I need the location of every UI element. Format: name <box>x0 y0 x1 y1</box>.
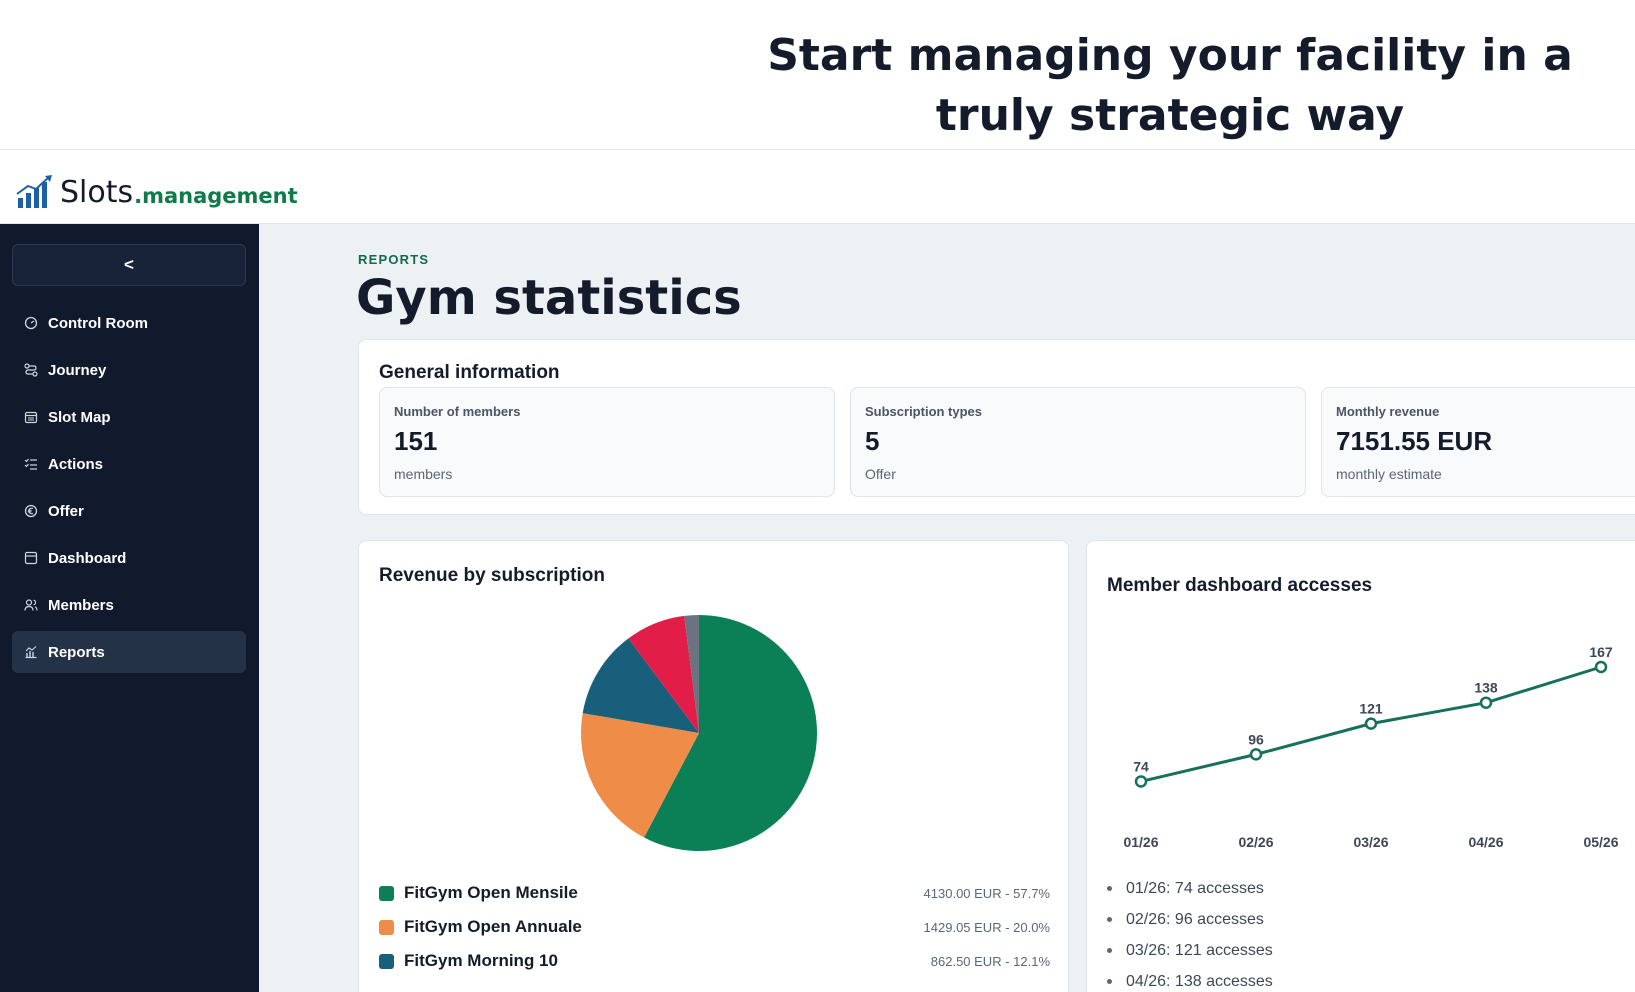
general-information-title: General information <box>379 362 560 383</box>
euro-icon <box>24 504 38 518</box>
legend-item: FitGym Open Mensile 4130.00 EUR - 57.7% <box>379 881 1050 905</box>
stat-label: Number of members <box>394 404 521 419</box>
legend-item: FitGym Open Annuale 1429.05 EUR - 20.0% <box>379 915 1050 939</box>
stat-label: Subscription types <box>865 404 983 419</box>
pie-slice[interactable] <box>582 638 699 733</box>
sidebar-item-reports[interactable]: Reports <box>12 631 246 673</box>
data-point[interactable] <box>1479 696 1493 709</box>
accesses-list: 01/26: 74 accesses 02/26: 96 accesses 03/2… <box>1107 873 1273 992</box>
data-point[interactable] <box>1249 748 1263 761</box>
page-eyebrow: REPORTS <box>358 252 430 267</box>
data-point[interactable] <box>1134 775 1148 788</box>
legend-swatch <box>379 885 394 901</box>
stat-value: 151 <box>394 426 438 456</box>
sidebar-item-label: Control Room <box>48 314 148 332</box>
sidebar-item-label: Members <box>48 596 114 614</box>
revenue-chart-title: Revenue by subscription <box>379 565 605 586</box>
users-icon <box>24 598 38 612</box>
x-tick-label: 01/26 <box>1123 834 1158 850</box>
sidebar-item-offer[interactable]: Offer <box>12 490 246 532</box>
stat-sub: Offer <box>865 466 896 482</box>
x-tick-label: 02/26 <box>1238 834 1273 850</box>
stat-card-members: Number of members 151 members <box>379 387 835 497</box>
sidebar-item-slot-map[interactable]: Slot Map <box>12 396 246 438</box>
route-icon <box>24 363 38 377</box>
legend-value: 4130.00 EUR - 57.7% <box>923 885 1050 901</box>
legend-name: FitGym Morning 10 <box>404 951 558 970</box>
legend-name: FitGym Open Mensile <box>404 883 578 902</box>
sidebar-item-members[interactable]: Members <box>12 584 246 626</box>
sidebar-item-label: Offer <box>48 502 84 520</box>
data-label: 96 <box>1248 731 1264 747</box>
x-tick-label: 04/26 <box>1468 834 1503 850</box>
hero-title: Start managing your facility in a truly … <box>767 30 1573 141</box>
legend-name: FitGym Open Annuale <box>404 917 582 936</box>
legend-swatch <box>379 919 394 935</box>
list-item: 01/26: 74 accesses <box>1107 873 1273 904</box>
top-bar: Slots .management <box>0 150 1635 224</box>
bar-chart-logo-icon <box>16 175 52 208</box>
pie-slice[interactable] <box>581 713 699 838</box>
accesses-line-chart: 74 01/26 96 02/26 121 03/26 138 04/26 167 05/26 <box>1123 644 1618 850</box>
stat-card-subscription-types: Subscription types 5 Offer <box>850 387 1306 497</box>
sidebar-item-journey[interactable]: Journey <box>12 349 246 391</box>
pie-slice[interactable] <box>628 615 699 733</box>
pie-slice[interactable] <box>644 615 817 851</box>
brand-suffix: .management <box>134 184 298 208</box>
data-label: 167 <box>1589 644 1613 660</box>
list-item: 02/26: 96 accesses <box>1107 904 1273 935</box>
revenue-by-subscription-card: Revenue by subscription FitGym Open Mens… <box>358 540 1069 992</box>
stat-label: Monthly revenue <box>1336 404 1440 419</box>
data-point[interactable] <box>1364 717 1378 730</box>
sidebar-item-label: Actions <box>48 455 104 473</box>
member-dashboard-accesses-card: Member dashboard accesses 74 01/26 96 02/26… <box>1086 540 1635 992</box>
list-item: 03/26: 121 accesses <box>1107 935 1273 966</box>
sidebar-item-label: Slot Map <box>48 408 111 426</box>
collapse-sidebar-button[interactable]: < <box>12 244 246 286</box>
revenue-pie-chart <box>581 615 817 851</box>
sidebar-item-dashboard[interactable]: Dashboard <box>12 537 246 579</box>
checklist-icon <box>24 457 38 471</box>
data-label: 121 <box>1359 701 1383 717</box>
legend-swatch <box>379 953 394 969</box>
stat-sub: members <box>394 466 453 482</box>
data-label: 74 <box>1133 758 1149 774</box>
calendar-icon <box>24 410 38 424</box>
page-title: Gym statistics <box>356 270 742 326</box>
gauge-icon <box>24 316 38 330</box>
general-information-card: General information Number of members 15… <box>358 339 1635 515</box>
stat-value: 5 <box>865 426 880 456</box>
hero-banner: Start managing your facility in a truly … <box>0 0 1635 150</box>
sidebar-item-label: Journey <box>48 361 107 379</box>
accesses-chart-title: Member dashboard accesses <box>1107 575 1373 596</box>
brand-logo[interactable]: Slots .management <box>16 170 298 210</box>
stat-sub: monthly estimate <box>1336 466 1442 482</box>
legend-value: 1429.05 EUR - 20.0% <box>923 919 1050 935</box>
pie-slice[interactable] <box>684 615 699 733</box>
x-tick-label: 05/26 <box>1583 834 1618 850</box>
main-content: REPORTS Gym statistics General informati… <box>259 224 1635 992</box>
x-tick-label: 03/26 <box>1353 834 1388 850</box>
data-point[interactable] <box>1594 660 1608 674</box>
sidebar-item-label: Reports <box>48 643 105 661</box>
sidebar-item-actions[interactable]: Actions <box>12 443 246 485</box>
stat-value: 7151.55 EUR <box>1336 426 1493 456</box>
sidebar: < Control Room Journey Slot Map Actions Offe… <box>0 224 259 992</box>
data-label: 138 <box>1474 680 1498 696</box>
chart-icon <box>24 645 38 659</box>
panel-icon <box>24 551 38 565</box>
list-item: 04/26: 138 accesses <box>1107 966 1273 992</box>
legend-value: 862.50 EUR - 12.1% <box>930 953 1050 969</box>
sidebar-item-control-room[interactable]: Control Room <box>12 302 246 344</box>
legend-item: FitGym Morning 10 862.50 EUR - 12.1% <box>379 949 1050 973</box>
stat-card-monthly-revenue: Monthly revenue 7151.55 EUR monthly esti… <box>1321 387 1635 497</box>
brand-name: Slots <box>60 175 134 210</box>
sidebar-item-label: Dashboard <box>48 549 127 567</box>
sidebar-nav: Control Room Journey Slot Map Actions Offer D… <box>12 302 246 678</box>
